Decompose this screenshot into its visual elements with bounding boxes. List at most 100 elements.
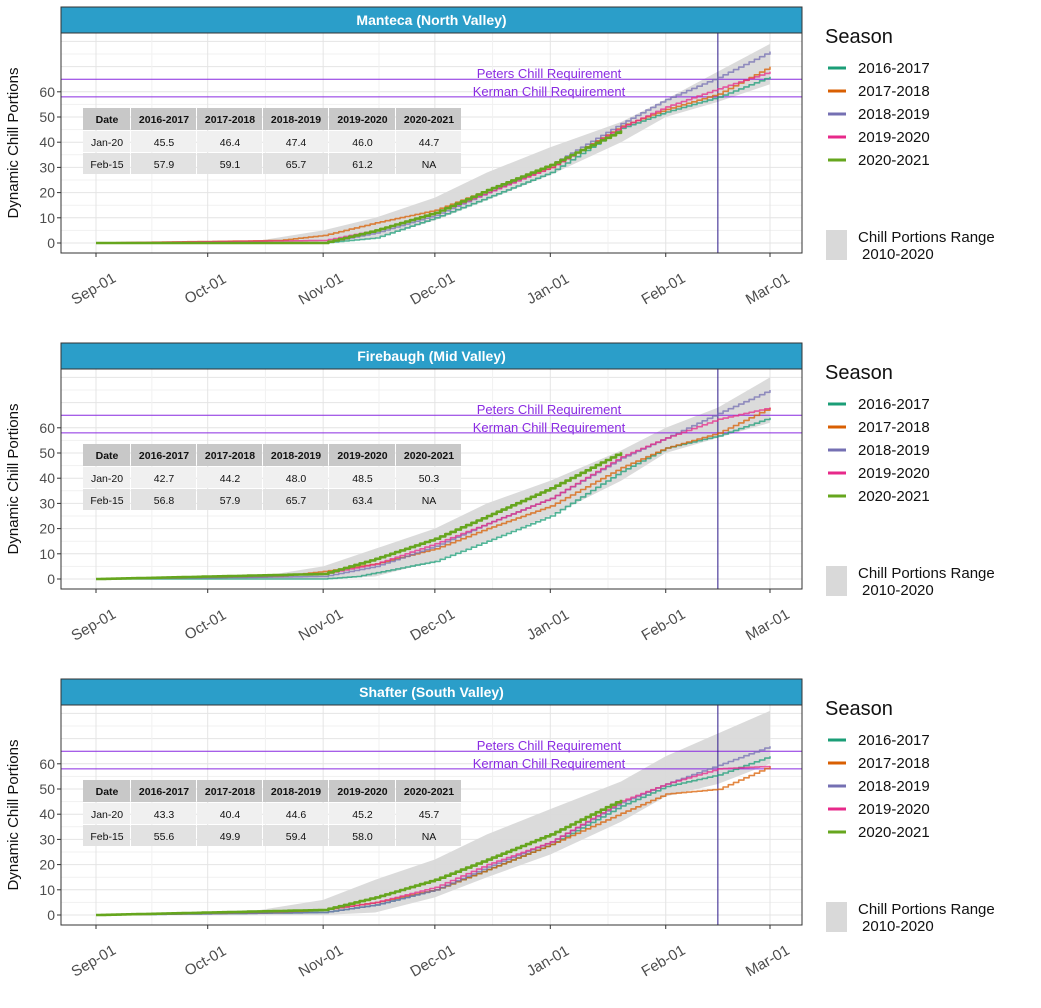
y-axis-title: Dynamic Chill Portions [5,404,22,555]
table-value-cell: 44.7 [419,137,440,149]
y-tick-label: 50 [39,445,55,461]
kerman-label: Kerman Chill Requirement [473,420,626,435]
legend-range-label: Chill Portions Range [858,565,995,582]
y-tick-label: 20 [39,521,55,537]
y-tick-label: 10 [39,546,55,562]
table-header-cell [329,780,395,802]
y-tick-label: 30 [39,159,55,175]
table-value-cell: NA [422,159,437,171]
table-value-cell: NA [422,831,437,843]
table-header-cell [197,444,262,466]
plot-border [60,32,803,254]
y-tick-label: 0 [47,907,55,923]
x-tick-label: Sep-01 [69,270,119,309]
x-tick-label: Oct-01 [182,270,229,307]
table-header: Date [96,786,119,798]
table-cell [263,153,328,174]
legend-range-swatch [826,902,847,932]
chill-range-ribbon [96,43,770,243]
table-cell [83,803,130,824]
plot-data [61,33,802,253]
table-value-cell: 40.4 [220,809,241,821]
table-header-cell [263,108,328,130]
table-header-cell [396,780,461,802]
legend-range-swatch [826,566,847,596]
table-header: 2018-2019 [271,450,321,462]
table-date-cell: Jan-20 [91,809,123,821]
table-header-cell [197,780,262,802]
legend-label: 2017-2018 [858,419,930,436]
table-cell [83,131,130,152]
table-header-cell [83,444,130,466]
y-tick-label: 0 [47,235,55,251]
legend-label: 2018-2019 [858,106,930,123]
table-value-cell: 65.7 [286,495,307,507]
x-tick-label: Dec-01 [407,270,457,309]
legend: Season 2016-2017 2017-2018 2018-2019 2019-20… [825,362,995,599]
y-tick-label: 30 [39,495,55,511]
panel-title: Shafter (South Valley) [359,684,504,700]
x-tick-label: Mar-01 [743,606,793,644]
peters-label: Peters Chill Requirement [477,402,622,417]
chill-range-ribbon [96,377,770,579]
chart-panel-1: Manteca (North Valley) Peters Chill Requi… [5,6,995,309]
series-line-2020-2021 [96,799,623,917]
legend-label: 2020-2021 [858,824,930,841]
plot-data [61,369,802,589]
table-value-cell: 44.6 [286,809,307,821]
series-line-2020-2021 [96,452,623,581]
table-cell [329,489,395,510]
table-value-cell: 63.4 [352,495,373,507]
table-header: 2020-2021 [404,450,454,462]
x-tick-label: Nov-01 [296,270,346,309]
table-value-cell: 58.0 [352,831,373,843]
legend-label: 2016-2017 [858,396,930,413]
chill-range-ribbon [96,710,770,915]
legend-range-years: 2010-2020 [862,246,934,263]
table-cell [263,803,328,824]
plot-border [60,368,803,590]
table-header-cell [263,780,328,802]
legend: Season 2016-2017 2017-2018 2018-2019 2019-20… [825,698,995,935]
table-header: 2017-2018 [205,114,255,126]
table-value-cell: 44.2 [220,473,241,485]
table-header: 2020-2021 [404,114,454,126]
table-value-cell: 45.7 [419,809,440,821]
table-cell [329,131,395,152]
table-value-cell: 57.9 [154,159,175,171]
table-date-cell: Jan-20 [91,473,123,485]
table-value-cell: 48.5 [352,473,373,485]
x-tick-label: Mar-01 [743,942,793,980]
table-value-cell: 61.2 [352,159,373,171]
table-cell [83,467,130,488]
table-header-cell [329,108,395,130]
table-cell [131,131,196,152]
table-value-cell: 43.3 [154,809,175,821]
table-header: 2016-2017 [139,114,189,126]
table-value-cell: 55.6 [154,831,175,843]
peters-label: Peters Chill Requirement [477,66,622,81]
table-header-cell [83,108,130,130]
plot-data [61,705,802,925]
legend-label: 2017-2018 [858,83,930,100]
table-value-cell: 59.4 [286,831,307,843]
y-tick-label: 0 [47,571,55,587]
legend-range-swatch [826,230,847,260]
table-header-cell [329,444,395,466]
legend-label: 2018-2019 [858,778,930,795]
table-cell [197,825,262,846]
table-value-cell: 65.7 [286,159,307,171]
y-axis-title: Dynamic Chill Portions [5,740,22,891]
peters-label: Peters Chill Requirement [477,738,622,753]
y-tick-label: 10 [39,210,55,226]
y-tick-label: 60 [39,756,55,772]
table-value-cell: 56.8 [154,495,175,507]
x-tick-label: Feb-01 [639,606,689,644]
x-tick-label: Mar-01 [743,270,793,308]
table-date-cell: Jan-20 [91,137,123,149]
x-tick-label: Sep-01 [69,606,119,645]
table-header: 2020-2021 [404,786,454,798]
summary-table: Date 2016-2017 2017-2018 2018-2019 2019-2020… [83,108,461,174]
table-date-cell: Feb-15 [90,831,123,843]
